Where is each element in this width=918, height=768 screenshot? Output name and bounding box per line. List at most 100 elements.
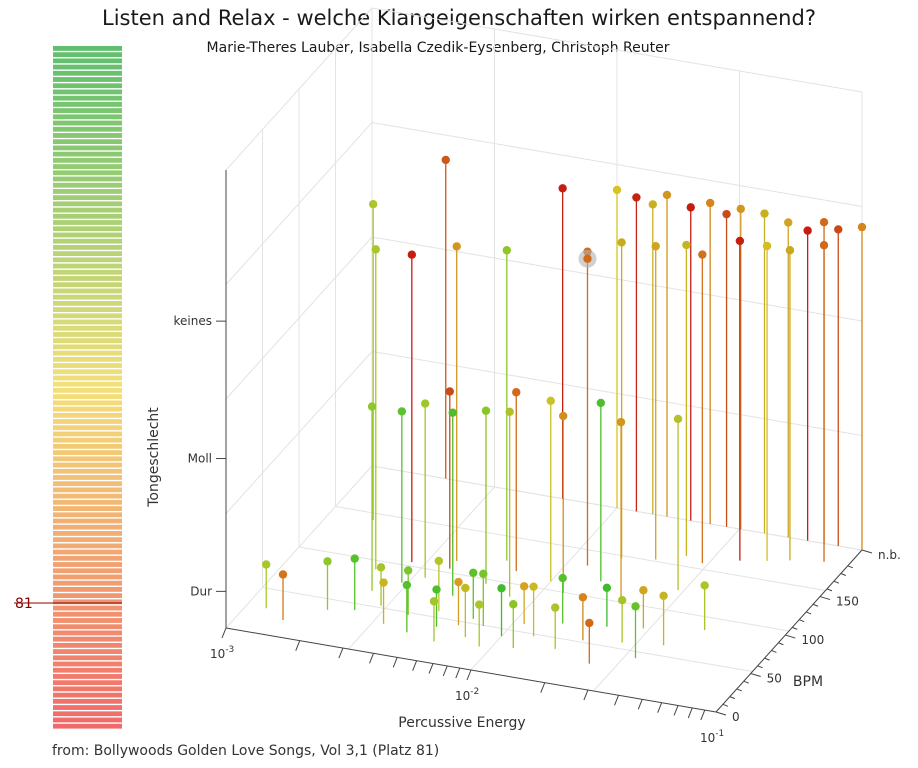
data-stems <box>265 159 863 664</box>
colorbar-rank-marker: 81 <box>14 596 122 612</box>
data-point[interactable] <box>612 185 622 195</box>
colorbar-stripe <box>53 120 122 126</box>
data-point[interactable] <box>441 155 450 165</box>
data-point[interactable] <box>735 236 745 246</box>
data-point[interactable] <box>760 209 769 218</box>
colorbar-stripe <box>53 717 122 723</box>
colorbar-stripe <box>53 481 122 487</box>
data-point[interactable] <box>819 241 829 250</box>
data-point[interactable] <box>784 218 793 227</box>
data-point[interactable] <box>659 591 668 601</box>
x-axis-label: Percussive Energy <box>398 715 525 731</box>
data-point[interactable] <box>559 411 568 421</box>
data-point[interactable] <box>379 578 388 587</box>
colorbar-stripe <box>53 580 122 586</box>
data-point[interactable] <box>434 556 444 566</box>
data-point[interactable] <box>278 570 288 579</box>
data-point[interactable] <box>367 402 377 411</box>
axis-grid <box>225 7 863 713</box>
data-point[interactable] <box>262 560 271 569</box>
data-point[interactable] <box>722 209 731 219</box>
data-point[interactable] <box>736 204 745 214</box>
data-point[interactable] <box>420 399 430 408</box>
data-point[interactable] <box>705 198 715 208</box>
data-point[interactable] <box>469 568 478 577</box>
data-point[interactable] <box>445 387 454 396</box>
data-point[interactable] <box>546 396 555 406</box>
data-point[interactable] <box>497 584 506 593</box>
data-point[interactable] <box>698 250 707 259</box>
data-point[interactable] <box>616 417 626 427</box>
colorbar-stripe <box>53 686 122 692</box>
data-point[interactable] <box>475 600 484 609</box>
x-tick <box>466 669 472 681</box>
colorbar-stripe <box>53 213 122 219</box>
data-point[interactable] <box>505 407 514 417</box>
data-point[interactable] <box>617 238 626 247</box>
data-point[interactable] <box>452 242 461 251</box>
data-point[interactable] <box>407 250 417 259</box>
data-point[interactable] <box>819 218 829 227</box>
colorbar-stripe <box>53 555 122 561</box>
data-point[interactable] <box>432 585 441 594</box>
data-point[interactable] <box>785 246 795 255</box>
data-point[interactable] <box>376 563 386 572</box>
data-point[interactable] <box>700 581 709 590</box>
data-point[interactable] <box>397 407 407 416</box>
data-point[interactable] <box>371 245 380 254</box>
data-point[interactable] <box>762 241 772 251</box>
data-point[interactable] <box>648 200 658 209</box>
data-point[interactable] <box>529 582 538 591</box>
data-point[interactable] <box>602 583 612 592</box>
colorbar-stripe <box>53 282 122 288</box>
colorbar-stripe <box>53 139 122 145</box>
colorbar-stripe <box>53 251 122 257</box>
data-point[interactable] <box>651 242 660 251</box>
data-point[interactable] <box>596 398 606 408</box>
data-point[interactable] <box>429 597 439 606</box>
data-point[interactable] <box>368 200 378 209</box>
data-point[interactable] <box>502 246 512 255</box>
data-point[interactable] <box>857 222 867 232</box>
y-tick-minor <box>743 680 749 684</box>
colorbar-stripe <box>53 655 122 661</box>
data-point[interactable] <box>461 583 470 593</box>
data-point[interactable] <box>834 225 843 234</box>
highlighted-point[interactable] <box>583 254 592 263</box>
data-point[interactable] <box>481 406 491 415</box>
colorbar-stripe <box>53 83 122 89</box>
data-point[interactable] <box>803 226 812 235</box>
data-point[interactable] <box>448 408 457 417</box>
y-tick-minor <box>764 657 770 661</box>
colorbar-stripe <box>53 145 122 151</box>
data-point[interactable] <box>558 573 567 583</box>
data-point[interactable] <box>403 566 413 575</box>
data-point[interactable] <box>402 580 412 590</box>
data-point[interactable] <box>558 184 567 193</box>
data-point[interactable] <box>631 602 640 611</box>
data-point[interactable] <box>454 577 463 587</box>
data-point[interactable] <box>512 388 521 397</box>
data-point[interactable] <box>632 193 641 202</box>
data-point[interactable] <box>479 569 488 579</box>
data-point[interactable] <box>585 618 594 628</box>
x-tick <box>221 627 227 639</box>
data-point[interactable] <box>323 557 332 566</box>
y-tick-minor <box>840 573 847 576</box>
colorbar-stripe <box>53 226 122 232</box>
data-point[interactable] <box>662 190 672 200</box>
data-point[interactable] <box>519 582 529 591</box>
data-point[interactable] <box>551 603 560 612</box>
data-point[interactable] <box>673 414 683 424</box>
colorbar-stripe <box>53 518 122 524</box>
chart-title: Listen and Relax - welche Klangeigenscha… <box>102 6 816 30</box>
data-point[interactable] <box>350 554 359 563</box>
x-tick <box>369 653 374 664</box>
data-point[interactable] <box>682 240 691 250</box>
colorbar-stripe <box>53 618 122 623</box>
data-point[interactable] <box>639 586 648 595</box>
data-point[interactable] <box>617 595 627 605</box>
data-point[interactable] <box>509 600 518 609</box>
data-point[interactable] <box>686 203 695 212</box>
data-point[interactable] <box>578 593 588 602</box>
